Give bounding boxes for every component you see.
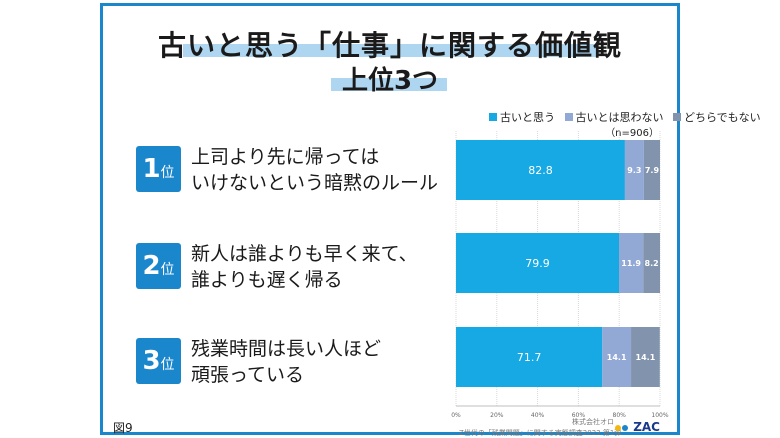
credit-company: 株式会社オロ [572, 418, 614, 426]
rank-badge-1: 1位 [136, 146, 181, 192]
row-label-line: 上司より先に帰っては [191, 146, 380, 168]
bar-segment [643, 233, 660, 293]
x-tick-label: 80% [613, 412, 627, 419]
data-label: 79.9 [525, 257, 550, 270]
data-label: 14.1 [607, 353, 627, 362]
x-tick-label: 0% [451, 412, 461, 419]
data-label: 11.9 [621, 259, 641, 268]
rank-suffix: 位 [160, 262, 175, 278]
rank-number: 3 [142, 346, 161, 376]
bar-segment [456, 140, 625, 200]
row-label-line: 新人は誰よりも早く来て、 [191, 243, 418, 265]
bar-segment [602, 327, 632, 387]
bar-segment [643, 140, 660, 200]
rank-number: 2 [142, 251, 161, 281]
figure-number: 図9 [113, 421, 133, 435]
row-label-line: いけないという暗黙のルール [191, 172, 439, 194]
row-label-line: 頑張っている [191, 364, 305, 386]
data-label: 8.2 [645, 259, 659, 268]
data-label: 9.3 [627, 166, 641, 175]
row-label-line: 誰よりも遅く帰る [191, 269, 343, 291]
x-tick-label: 60% [572, 412, 586, 419]
rank-suffix: 位 [160, 165, 175, 181]
bar-segment [631, 327, 660, 387]
row-label-2: 新人は誰よりも早く来て、 誰よりも遅く帰る [191, 241, 418, 293]
legend: 古いと思う 古いとは思わない どちらでもない [483, 109, 761, 125]
stacked-bar-chart: 82.8 9.3 7.9 79.9 11.9 8.2 71.7 14.1 14.1 0% 20% 40… [451, 131, 669, 419]
sample-size-note: （n=906） [605, 128, 659, 139]
row-label-1: 上司より先に帰ってはいけないという暗黙のルール [191, 144, 438, 196]
chart-title: 古いと思う「仕事」に関する価値観 [157, 29, 622, 62]
title-highlight-2 [331, 78, 447, 91]
legend-swatch-1 [489, 113, 497, 121]
credit-survey: Z世代の「残業問題」に関する実態調査2023 第1弾 [459, 429, 622, 437]
logo-text: ZAC [633, 420, 660, 434]
rank-badge-2: 2位 [136, 243, 181, 289]
logo-dot-icon [622, 425, 628, 431]
x-tick-label: 100% [651, 412, 668, 419]
bar-segment [456, 233, 619, 293]
x-tick-label: 20% [490, 412, 504, 419]
data-label: 7.9 [645, 166, 660, 175]
bar-segment [456, 327, 603, 387]
data-label: 82.8 [528, 164, 553, 177]
legend-item-1: 古いと思う [500, 111, 555, 124]
legend-swatch-2 [564, 113, 573, 121]
data-label: 14.1 [636, 353, 656, 362]
zac-logo: ZAC [615, 420, 660, 434]
data-label: 71.7 [517, 351, 542, 364]
title-highlight-1 [183, 44, 597, 57]
rank-number: 1 [142, 154, 161, 184]
x-tick-label: 40% [531, 412, 545, 419]
legend-swatch-3 [673, 113, 681, 121]
bar-segment [624, 140, 644, 200]
rank-badge-3: 3位 [136, 338, 181, 384]
row-label-3: 残業時間は長い人ほど 頑張っている [191, 336, 381, 388]
row-label-line: 残業時間は長い人ほど [191, 338, 382, 360]
chart-frame: 古いと思う「仕事」に関する価値観 上位3つ 古いと思う 古いとは思わない どちら… [100, 3, 761, 437]
bar-segment [618, 233, 644, 293]
chart-subtitle: 上位3つ [341, 66, 439, 96]
legend-item-3: どちらでもない [684, 111, 761, 124]
legend-item-2: 古いとは思わない [575, 111, 664, 124]
rank-suffix: 位 [160, 357, 175, 373]
logo-dot-icon [615, 425, 621, 431]
